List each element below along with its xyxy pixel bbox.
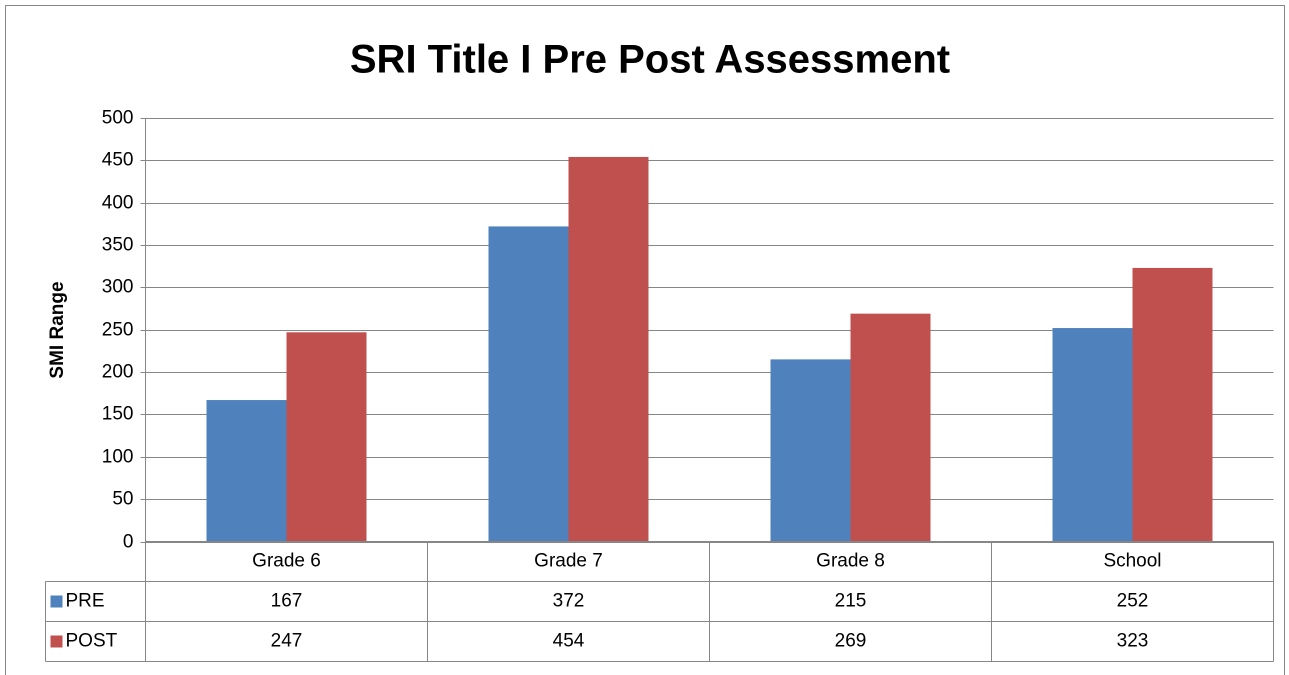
y-axis-label: SMI Range (47, 281, 68, 378)
chart-border (5, 5, 1285, 675)
y-tick-label: 450 (102, 150, 134, 171)
category-label: Grade 6 (252, 551, 321, 572)
table-value: 323 (1117, 631, 1149, 652)
chart-title: SRI Title I Pre Post Assessment (350, 38, 950, 82)
bar (1132, 267, 1213, 542)
legend-label: PRE (66, 591, 105, 612)
bar (286, 332, 367, 542)
y-tick-label: 400 (102, 193, 134, 214)
category-label: Grade 7 (534, 551, 603, 572)
y-tick-label: 100 (102, 447, 134, 468)
category-label: School (1103, 551, 1161, 572)
table-value: 454 (553, 631, 585, 652)
y-tick-label: 50 (112, 489, 133, 510)
table-value: 269 (835, 631, 867, 652)
table-value: 252 (1117, 591, 1149, 612)
y-tick-label: 150 (102, 404, 134, 425)
bar (206, 400, 287, 542)
y-tick-label: 500 (102, 108, 134, 129)
category-label: Grade 8 (816, 551, 885, 572)
y-tick-label: 0 (123, 532, 134, 553)
y-tick-label: 200 (102, 362, 134, 383)
y-tick-label: 350 (102, 235, 134, 256)
bar (1052, 328, 1133, 542)
legend-key (50, 595, 63, 608)
y-tick-label: 250 (102, 320, 134, 341)
table-value: 167 (271, 591, 303, 612)
bar (568, 156, 649, 542)
bar (488, 226, 569, 542)
bar (770, 359, 851, 542)
y-tick-label: 300 (102, 277, 134, 298)
table-value: 215 (835, 591, 867, 612)
table-value: 247 (271, 631, 303, 652)
bar (850, 313, 931, 542)
legend-label: POST (66, 631, 118, 652)
legend-key (50, 635, 63, 648)
table-value: 372 (553, 591, 585, 612)
